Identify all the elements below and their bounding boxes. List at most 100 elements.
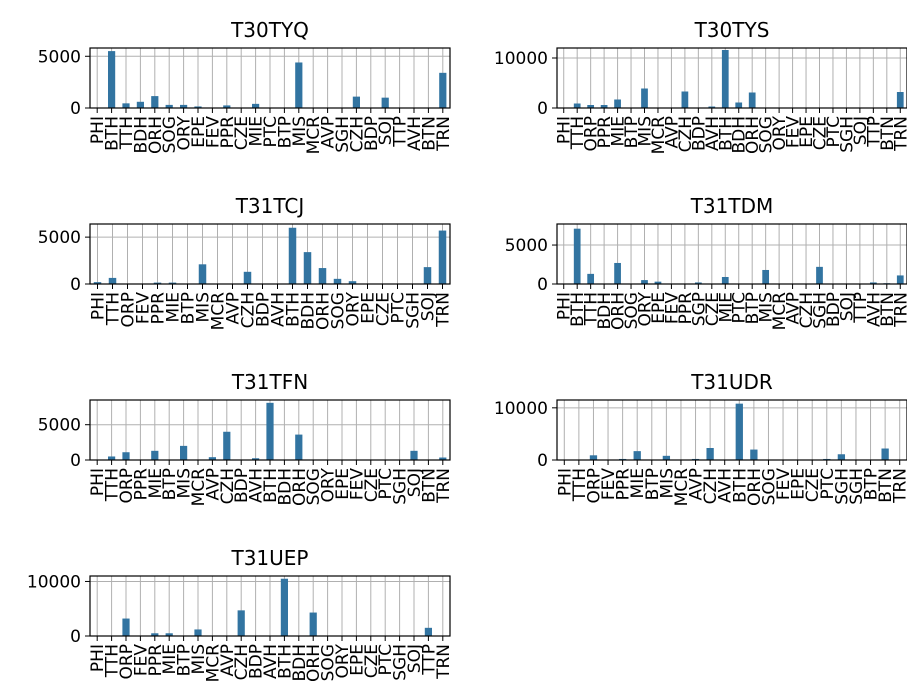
- bar: [587, 273, 595, 284]
- x-tick-label: AVP: [203, 468, 223, 500]
- x-tick-label: AVH: [405, 116, 425, 151]
- x-tick-label: PPR: [614, 468, 634, 501]
- x-tick-label: BTP: [643, 468, 663, 500]
- y-tick-label: 10000: [494, 49, 548, 69]
- x-tick-label: BTP: [275, 116, 295, 148]
- x-tick-label: MCR: [203, 644, 223, 683]
- bar: [151, 96, 159, 108]
- y-tick-label: 0: [537, 451, 548, 471]
- x-tick-label: BTH: [716, 116, 736, 151]
- bar: [681, 91, 689, 108]
- bar: [318, 268, 327, 284]
- x-tick-label: MIE: [164, 292, 184, 322]
- x-tick-label: PPR: [146, 644, 166, 677]
- x-tick-label: FEV: [134, 292, 154, 325]
- x-tick-label: ORY: [636, 291, 656, 326]
- bar: [153, 282, 162, 284]
- x-tick-label: MIS: [175, 468, 195, 498]
- x-tick-label: ORP: [119, 292, 139, 327]
- x-tick-label: BTH: [275, 644, 295, 679]
- x-tick-label: SGH: [333, 116, 353, 153]
- bar: [165, 104, 173, 108]
- y-tick-label: 5000: [505, 236, 548, 256]
- x-tick-label: TTH: [104, 292, 124, 326]
- y-tick-label: 5000: [38, 416, 81, 436]
- subplot-t31tfn: T31TFN05000PHITTHORPPPRMIEBTPMISMCRAVPCZ…: [38, 370, 454, 506]
- x-tick-label: PPR: [149, 292, 169, 325]
- x-tick-label: FEV: [662, 292, 682, 325]
- x-tick-label: MIE: [146, 468, 166, 498]
- bar: [122, 618, 130, 636]
- x-tick-label: PHI: [555, 116, 575, 144]
- x-tick-label: EPE: [789, 468, 809, 500]
- axes-frame: [556, 399, 907, 461]
- x-tick-label: FEV: [774, 468, 794, 501]
- x-tick-label: ORH: [146, 116, 166, 154]
- x-tick-label: PHI: [88, 468, 108, 496]
- bar: [223, 105, 231, 108]
- x-tick-label: SOJ: [837, 292, 857, 321]
- bar: [654, 281, 662, 284]
- bar: [151, 633, 159, 636]
- x-tick-label: MIS: [290, 116, 310, 146]
- x-tick-label: MCR: [304, 116, 324, 155]
- bar: [641, 280, 648, 284]
- bar: [266, 402, 274, 460]
- bar: [223, 431, 231, 460]
- subplot-t31tdm: T31TDM 0 5000 PHIBTHTTHBDHORHSOGORYEPEFEVPP…: [505, 194, 907, 330]
- x-tick-label: BTP: [622, 116, 642, 148]
- x-tick-label: SOJ: [405, 468, 425, 497]
- x-tick-label: MIE: [609, 116, 629, 146]
- y-tick-label: 0: [70, 627, 81, 647]
- x-tick-label: ORH: [290, 468, 310, 506]
- x-tick-label: CZE: [232, 116, 252, 150]
- subplot-t31udr: T31UDR010000PHITTHORPFEVPPRMIEBTPMISMCRA…: [494, 370, 907, 506]
- x-tick-label: SOG: [304, 468, 324, 505]
- x-tick-label: SOG: [319, 644, 339, 681]
- bar: [735, 403, 743, 460]
- bar: [633, 451, 641, 460]
- bar: [721, 50, 729, 108]
- bar: [837, 454, 846, 460]
- x-tick-label: SOJ: [376, 116, 396, 145]
- x-tick-label: MCR: [770, 292, 790, 331]
- x-tick-label: TRN: [891, 116, 907, 152]
- subplot-title: T31UDR: [690, 370, 773, 394]
- x-tick-label: SGH: [811, 292, 831, 329]
- subplot-t31tcj: T31TCJ05000PHITTHORPFEVPPRMIEBTPMISMCRAV…: [38, 194, 454, 330]
- x-tick-label: CZH: [239, 292, 259, 328]
- bar: [708, 106, 716, 108]
- bar: [108, 51, 116, 108]
- x-tick-label: ORP: [117, 468, 137, 503]
- x-tick-label: AVH: [864, 292, 884, 327]
- bar: [280, 578, 288, 636]
- x-tick-label: MIE: [160, 644, 180, 674]
- bar: [438, 230, 447, 284]
- x-tick-label: BDP: [247, 644, 267, 679]
- x-tick-label: SGH: [404, 292, 424, 329]
- x-tick-label: BTH: [261, 468, 281, 503]
- x-tick-label: PPR: [595, 116, 615, 149]
- x-tick-label: SGH: [391, 468, 411, 505]
- bar: [295, 434, 303, 460]
- x-tick-label: MCR: [649, 116, 669, 155]
- bar: [881, 448, 889, 460]
- bar: [93, 282, 102, 284]
- bar: [108, 277, 117, 284]
- bar: [694, 282, 702, 284]
- axes-frame: [556, 47, 907, 109]
- x-tick-label: PPR: [218, 116, 238, 149]
- bar: [762, 269, 770, 284]
- x-tick-label: FEV: [203, 116, 223, 149]
- bar: [252, 458, 260, 460]
- x-tick-label: BTP: [160, 468, 180, 500]
- bar: [295, 62, 303, 108]
- y-tick-label: 0: [537, 275, 548, 295]
- x-tick-label: AVP: [319, 116, 339, 148]
- x-tick-label: BTH: [103, 116, 123, 151]
- subplot-t30tyq: T30TYQ 0 5000 PHIBTHTTHBDHORHSOGORYEPEFEVPP…: [38, 18, 454, 154]
- x-tick-label: TTH: [103, 644, 123, 678]
- bar: [750, 449, 758, 460]
- bar: [252, 103, 260, 108]
- x-tick-label: CZH: [676, 116, 696, 152]
